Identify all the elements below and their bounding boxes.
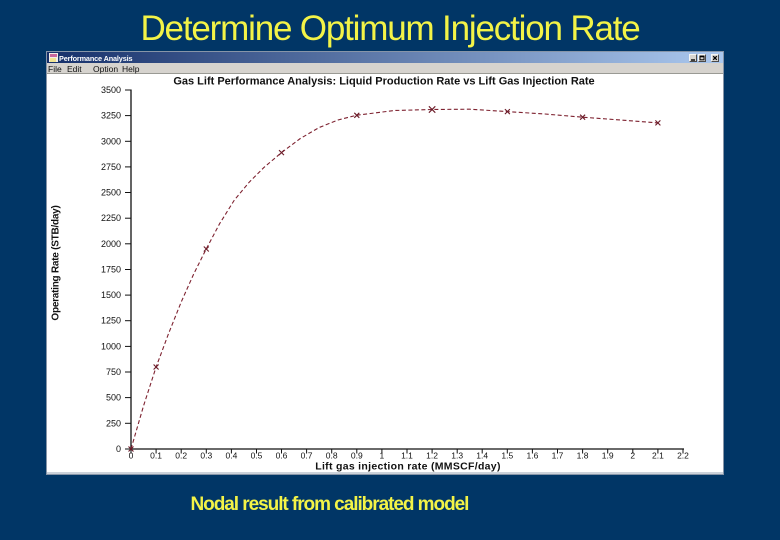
svg-text:0.1: 0.1: [150, 451, 162, 461]
svg-text:1: 1: [380, 451, 385, 461]
svg-text:1500: 1500: [101, 290, 121, 300]
svg-text:3000: 3000: [101, 136, 121, 146]
svg-text:2000: 2000: [101, 239, 121, 249]
svg-text:Lift gas injection rate (MMSCF: Lift gas injection rate (MMSCF/day): [315, 461, 501, 473]
svg-text:1.2: 1.2: [426, 451, 438, 461]
svg-text:1000: 1000: [101, 341, 121, 351]
svg-text:3500: 3500: [101, 85, 121, 95]
svg-text:0.5: 0.5: [251, 451, 263, 461]
svg-text:250: 250: [106, 418, 121, 428]
svg-text:2750: 2750: [101, 162, 121, 172]
svg-text:500: 500: [106, 393, 121, 403]
svg-text:0.7: 0.7: [301, 451, 313, 461]
svg-text:0.9: 0.9: [351, 451, 363, 461]
svg-text:1.9: 1.9: [602, 451, 614, 461]
svg-text:1.6: 1.6: [526, 451, 538, 461]
svg-text:1.7: 1.7: [552, 451, 564, 461]
svg-text:0.4: 0.4: [225, 451, 237, 461]
svg-text:2.1: 2.1: [652, 451, 664, 461]
svg-text:2500: 2500: [101, 188, 121, 198]
svg-text:0.8: 0.8: [326, 451, 338, 461]
svg-text:2250: 2250: [101, 213, 121, 223]
svg-text:1750: 1750: [101, 265, 121, 275]
svg-text:1.3: 1.3: [451, 451, 463, 461]
svg-text:Operating Rate (STB/day): Operating Rate (STB/day): [51, 205, 62, 320]
svg-text:1250: 1250: [101, 316, 121, 326]
svg-text:1.4: 1.4: [476, 451, 488, 461]
svg-text:750: 750: [106, 367, 121, 377]
svg-text:2.2: 2.2: [677, 451, 689, 461]
svg-text:1.5: 1.5: [501, 451, 513, 461]
svg-text:0: 0: [129, 451, 134, 461]
svg-text:0.3: 0.3: [200, 451, 212, 461]
svg-text:0: 0: [116, 444, 121, 454]
svg-text:2: 2: [630, 451, 635, 461]
svg-text:3250: 3250: [101, 111, 121, 121]
svg-text:0.2: 0.2: [175, 451, 187, 461]
svg-text:1.1: 1.1: [401, 451, 413, 461]
svg-text:Gas Lift Performance Analysis:: Gas Lift Performance Analysis: Liquid Pr…: [173, 76, 594, 88]
svg-text:1.8: 1.8: [577, 451, 589, 461]
svg-text:0.6: 0.6: [276, 451, 288, 461]
